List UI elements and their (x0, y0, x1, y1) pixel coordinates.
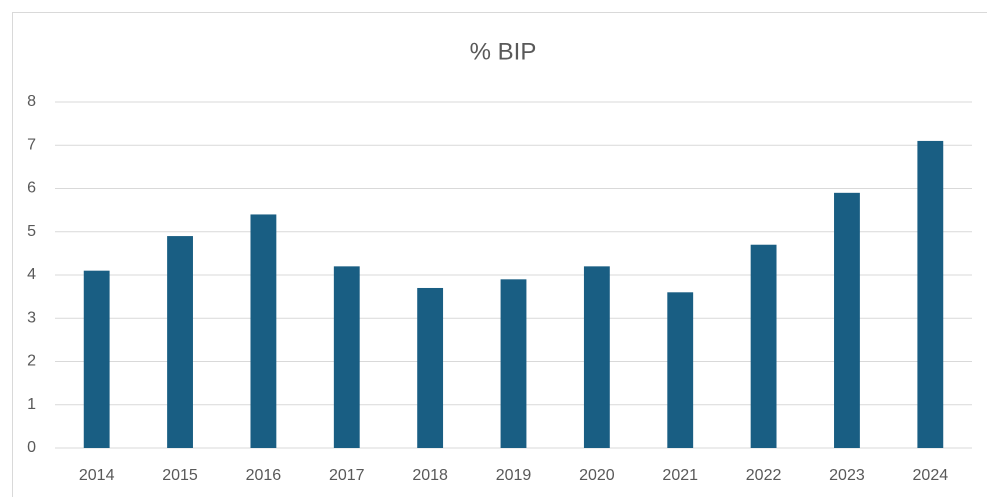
y-tick-label: 4 (27, 266, 36, 283)
bar (834, 192, 860, 448)
bar (83, 270, 110, 448)
y-tick-label: 3 (27, 309, 36, 326)
y-tick-label: 1 (27, 396, 36, 413)
y-tick-label: 6 (27, 180, 36, 197)
y-tick-label: 7 (27, 136, 36, 153)
bar (917, 140, 944, 449)
x-tick-label: 2020 (579, 467, 615, 484)
y-tick-label: 0 (27, 439, 36, 456)
bar (417, 287, 444, 448)
bar (667, 292, 694, 448)
x-tick-label: 2019 (496, 467, 532, 484)
bar (500, 279, 527, 448)
bar (333, 266, 360, 448)
x-tick-label: 2018 (412, 467, 448, 484)
bar (583, 266, 610, 448)
y-tick-label: 2 (27, 353, 36, 370)
bar (167, 236, 193, 448)
x-tick-label: 2024 (913, 467, 949, 484)
y-tick-label: 8 (27, 93, 36, 110)
x-tick-label: 2014 (79, 467, 115, 484)
chart-title: % BIP (470, 38, 537, 65)
bar (750, 244, 777, 448)
x-tick-label: 2021 (662, 467, 698, 484)
x-tick-label: 2015 (162, 467, 198, 484)
x-tick-label: 2016 (246, 467, 282, 484)
x-tick-label: 2022 (746, 467, 782, 484)
x-tick-label: 2023 (829, 467, 865, 484)
x-tick-label: 2017 (329, 467, 365, 484)
y-tick-label: 5 (27, 223, 36, 240)
bar (250, 214, 277, 448)
